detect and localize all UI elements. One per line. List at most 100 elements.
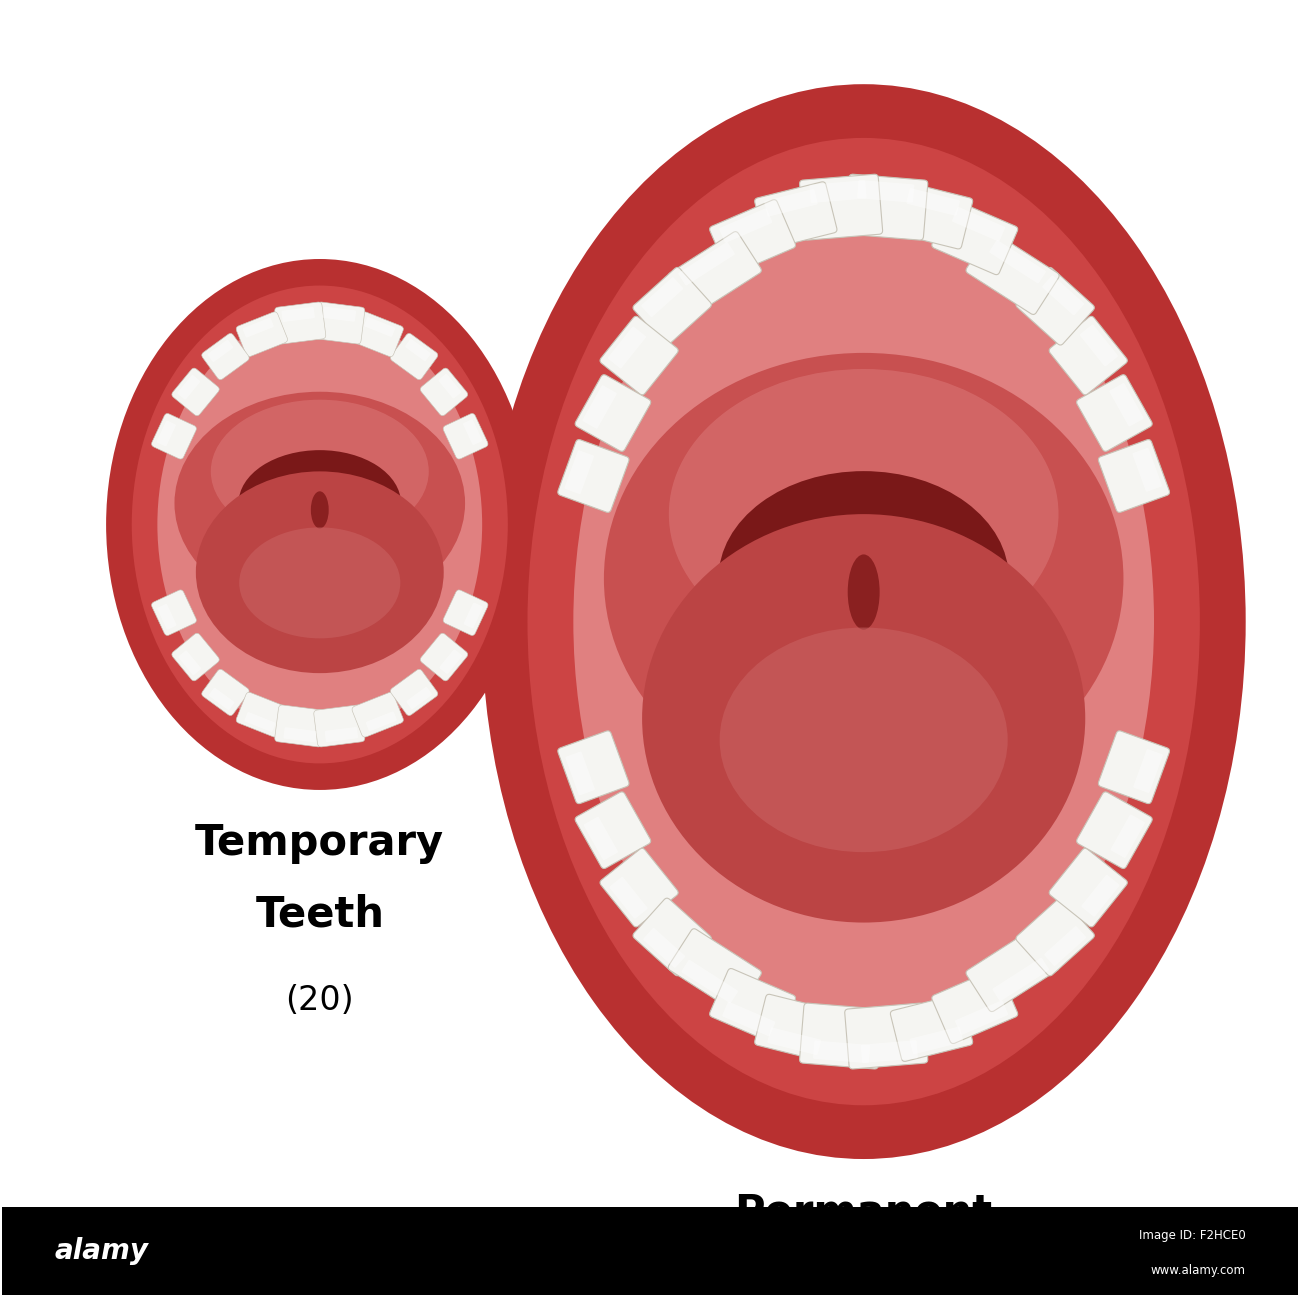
FancyBboxPatch shape (1076, 791, 1152, 869)
FancyBboxPatch shape (932, 969, 1018, 1044)
FancyBboxPatch shape (177, 376, 200, 400)
FancyBboxPatch shape (406, 339, 430, 361)
FancyBboxPatch shape (1098, 730, 1170, 804)
FancyBboxPatch shape (633, 899, 711, 976)
FancyBboxPatch shape (352, 693, 403, 737)
FancyBboxPatch shape (668, 232, 762, 315)
FancyBboxPatch shape (443, 413, 488, 458)
FancyBboxPatch shape (992, 958, 1049, 1001)
FancyBboxPatch shape (439, 649, 462, 673)
FancyBboxPatch shape (1080, 325, 1118, 366)
FancyBboxPatch shape (364, 317, 395, 337)
FancyBboxPatch shape (208, 339, 233, 363)
FancyBboxPatch shape (237, 693, 287, 737)
FancyBboxPatch shape (420, 368, 468, 416)
Bar (3, 1207, 1297, 1295)
Ellipse shape (719, 471, 1009, 686)
FancyBboxPatch shape (575, 374, 651, 452)
FancyBboxPatch shape (633, 267, 711, 344)
FancyBboxPatch shape (313, 302, 365, 344)
FancyBboxPatch shape (932, 199, 1018, 275)
Ellipse shape (668, 369, 1058, 659)
FancyBboxPatch shape (407, 686, 432, 710)
FancyBboxPatch shape (463, 420, 482, 445)
Text: www.alamy.com: www.alamy.com (1150, 1264, 1245, 1277)
FancyBboxPatch shape (891, 181, 972, 249)
FancyBboxPatch shape (719, 208, 772, 242)
FancyBboxPatch shape (558, 439, 629, 513)
FancyBboxPatch shape (710, 969, 796, 1044)
FancyBboxPatch shape (575, 791, 651, 869)
FancyBboxPatch shape (966, 232, 1060, 315)
Text: Permanent: Permanent (734, 1191, 993, 1233)
FancyBboxPatch shape (352, 312, 403, 356)
FancyBboxPatch shape (464, 602, 482, 628)
FancyBboxPatch shape (812, 1041, 870, 1063)
FancyBboxPatch shape (810, 180, 867, 203)
Ellipse shape (848, 554, 880, 629)
Ellipse shape (211, 400, 429, 543)
FancyBboxPatch shape (243, 317, 274, 338)
Ellipse shape (174, 392, 465, 615)
FancyBboxPatch shape (1110, 815, 1145, 857)
FancyBboxPatch shape (857, 180, 914, 202)
FancyBboxPatch shape (1017, 899, 1095, 976)
FancyBboxPatch shape (244, 712, 276, 732)
Ellipse shape (239, 527, 400, 638)
FancyBboxPatch shape (845, 175, 928, 240)
Text: Image ID: F2HCE0: Image ID: F2HCE0 (1139, 1229, 1245, 1242)
FancyBboxPatch shape (325, 726, 358, 742)
Text: Teeth: Teeth (800, 1263, 928, 1295)
FancyBboxPatch shape (800, 1004, 883, 1068)
FancyBboxPatch shape (172, 633, 220, 681)
FancyBboxPatch shape (157, 421, 176, 447)
FancyBboxPatch shape (209, 688, 234, 710)
FancyBboxPatch shape (800, 175, 883, 240)
FancyBboxPatch shape (601, 848, 679, 927)
FancyBboxPatch shape (966, 929, 1060, 1011)
FancyBboxPatch shape (283, 728, 317, 742)
FancyBboxPatch shape (322, 307, 356, 321)
FancyBboxPatch shape (601, 316, 679, 395)
FancyBboxPatch shape (202, 670, 250, 716)
FancyBboxPatch shape (178, 650, 202, 675)
Ellipse shape (131, 286, 508, 764)
Ellipse shape (482, 84, 1245, 1159)
Ellipse shape (720, 628, 1008, 852)
FancyBboxPatch shape (274, 302, 326, 344)
FancyBboxPatch shape (157, 603, 177, 629)
Ellipse shape (196, 471, 443, 673)
Text: Temporary: Temporary (195, 822, 445, 864)
FancyBboxPatch shape (723, 1002, 775, 1036)
FancyBboxPatch shape (641, 277, 682, 317)
Text: (20): (20) (286, 984, 354, 1017)
FancyBboxPatch shape (390, 333, 438, 379)
FancyBboxPatch shape (274, 704, 326, 747)
FancyBboxPatch shape (608, 326, 646, 368)
FancyBboxPatch shape (282, 307, 315, 322)
FancyBboxPatch shape (1134, 749, 1162, 793)
FancyBboxPatch shape (313, 704, 365, 747)
FancyBboxPatch shape (1017, 267, 1095, 344)
FancyBboxPatch shape (237, 312, 287, 356)
Ellipse shape (642, 514, 1086, 922)
FancyBboxPatch shape (906, 188, 959, 216)
FancyBboxPatch shape (564, 451, 594, 495)
FancyBboxPatch shape (910, 1027, 963, 1054)
Ellipse shape (157, 312, 482, 737)
Ellipse shape (573, 192, 1154, 1052)
FancyBboxPatch shape (989, 240, 1047, 284)
Ellipse shape (604, 352, 1123, 804)
Text: Teeth: Teeth (255, 894, 385, 935)
FancyBboxPatch shape (755, 181, 837, 249)
FancyBboxPatch shape (1132, 448, 1162, 492)
FancyBboxPatch shape (172, 368, 220, 416)
FancyBboxPatch shape (443, 591, 488, 636)
Text: alamy: alamy (55, 1237, 148, 1265)
FancyBboxPatch shape (644, 929, 685, 967)
Ellipse shape (239, 451, 400, 557)
FancyBboxPatch shape (152, 413, 196, 458)
FancyBboxPatch shape (420, 633, 468, 681)
FancyBboxPatch shape (1082, 875, 1119, 917)
FancyBboxPatch shape (681, 960, 738, 1004)
